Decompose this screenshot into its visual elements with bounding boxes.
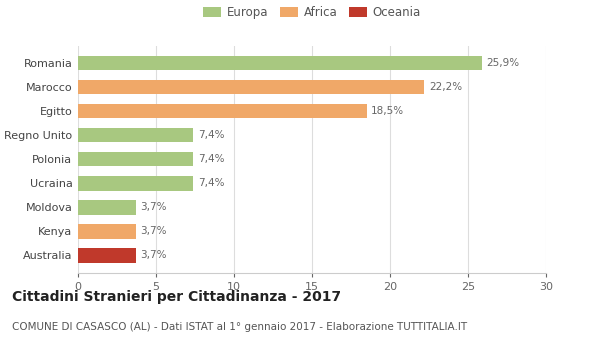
Bar	[78, 128, 193, 142]
Text: 7,4%: 7,4%	[198, 154, 224, 164]
Text: 3,7%: 3,7%	[140, 226, 167, 236]
Bar	[78, 248, 136, 262]
Bar	[78, 200, 136, 215]
Text: 7,4%: 7,4%	[198, 178, 224, 188]
Text: 25,9%: 25,9%	[487, 58, 520, 68]
Bar	[78, 152, 193, 167]
Text: 22,2%: 22,2%	[429, 82, 462, 92]
Bar	[78, 80, 424, 94]
Text: 7,4%: 7,4%	[198, 130, 224, 140]
Text: Cittadini Stranieri per Cittadinanza - 2017: Cittadini Stranieri per Cittadinanza - 2…	[12, 290, 341, 304]
Text: 18,5%: 18,5%	[371, 106, 404, 116]
Bar	[78, 104, 367, 118]
Text: 3,7%: 3,7%	[140, 202, 167, 212]
Legend: Europa, Africa, Oceania: Europa, Africa, Oceania	[199, 1, 425, 24]
Bar	[78, 224, 136, 239]
Text: COMUNE DI CASASCO (AL) - Dati ISTAT al 1° gennaio 2017 - Elaborazione TUTTITALIA: COMUNE DI CASASCO (AL) - Dati ISTAT al 1…	[12, 322, 467, 332]
Bar	[78, 56, 482, 70]
Text: 3,7%: 3,7%	[140, 251, 167, 260]
Bar	[78, 176, 193, 190]
